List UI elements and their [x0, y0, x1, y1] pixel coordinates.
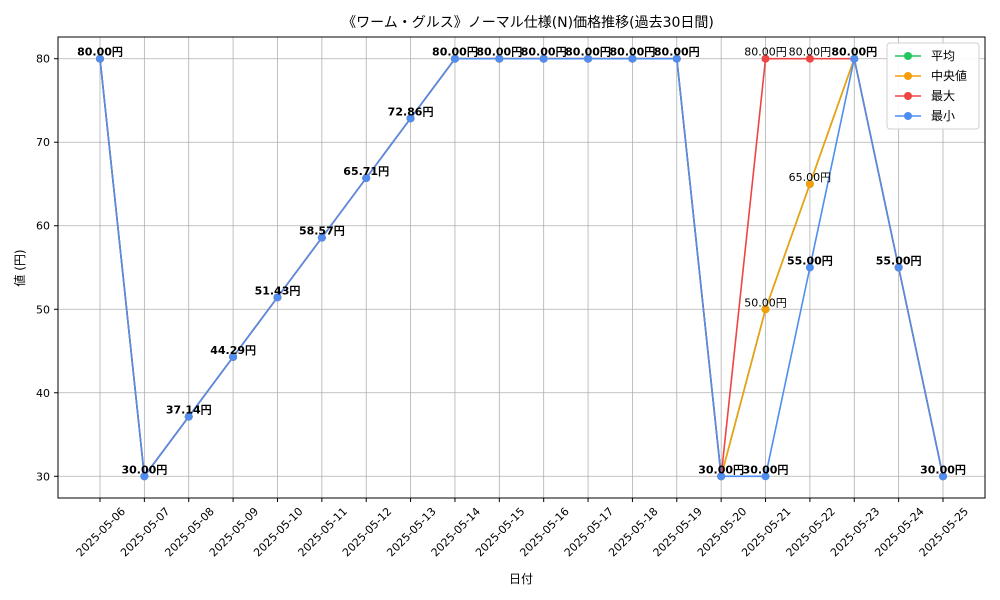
series-0 — [96, 54, 947, 481]
series-line — [99, 57, 944, 478]
data-label: 80.00円 — [432, 46, 478, 59]
data-point — [939, 472, 947, 481]
data-point — [628, 54, 637, 63]
data-label: 58.57円 — [299, 225, 345, 238]
data-label: 80.00円 — [654, 46, 700, 59]
y-tick-label: 30 — [36, 470, 50, 483]
data-point — [761, 305, 770, 314]
data-label: 80.00円 — [789, 46, 832, 59]
series-line — [99, 57, 944, 478]
data-point — [406, 114, 415, 123]
series-2 — [96, 54, 947, 481]
data-label: 72.86円 — [388, 105, 434, 118]
y-tick-label: 80 — [36, 53, 50, 66]
data-point — [96, 54, 104, 63]
y-tick-label: 50 — [36, 303, 50, 316]
data-point — [140, 472, 149, 481]
data-label: 80.00円 — [610, 46, 656, 59]
data-label: 30.00円 — [121, 463, 167, 476]
y-tick-label: 40 — [36, 387, 50, 400]
data-label: 37.14円 — [166, 404, 212, 417]
plot-frame — [57, 36, 986, 499]
y-tick-label: 60 — [36, 220, 50, 233]
grid — [58, 37, 985, 498]
data-point — [273, 293, 282, 302]
data-point — [894, 263, 903, 272]
data-point — [805, 263, 814, 272]
series-3 — [96, 54, 947, 481]
data-label: 80.00円 — [476, 46, 522, 59]
x-axis-label: 日付 — [509, 572, 533, 586]
data-label: 30.00円 — [920, 463, 966, 476]
data-label: 65.71円 — [343, 165, 389, 178]
y-axis-label: 値 (円) — [12, 249, 27, 286]
data-point — [761, 472, 770, 481]
data-label: 50.00円 — [744, 296, 787, 309]
data-labels: 80.00円 30.00円 37.14円 44.29円 51.43円 58.57円 65.7… — [77, 46, 966, 477]
data-label: 51.43円 — [255, 284, 301, 297]
data-point — [717, 472, 726, 481]
data-point — [672, 54, 681, 63]
legend-marker — [904, 72, 912, 80]
y-axis-ticks: 30 40 50 60 70 80 — [36, 53, 58, 483]
x-axis-ticks: 2025-05-062025-05-072025-05-082025-05-09… — [74, 498, 971, 559]
data-label: 30.00円 — [743, 463, 789, 476]
data-point — [761, 54, 770, 63]
data-point — [229, 352, 238, 361]
legend-marker — [904, 112, 912, 120]
data-point — [362, 174, 371, 183]
data-label: 80.00円 — [77, 46, 123, 59]
series-line — [99, 57, 944, 478]
series-line — [99, 57, 944, 478]
legend-marker — [904, 52, 912, 60]
y-tick-label: 70 — [36, 136, 50, 149]
data-point — [317, 233, 326, 242]
data-label: 80.00円 — [744, 46, 787, 59]
legend-label: 中央値 — [931, 68, 967, 83]
data-point — [450, 54, 459, 63]
data-label: 80.00円 — [565, 46, 611, 59]
legend-label: 平均 — [931, 49, 955, 63]
data-label: 80.00円 — [521, 46, 567, 59]
chart-title: 《ワーム・グルス》ノーマル仕様(N)価格推移(過去30日間) — [342, 15, 714, 31]
data-point — [539, 54, 548, 63]
data-point — [805, 179, 814, 188]
data-point — [184, 412, 193, 421]
data-label: 55.00円 — [876, 255, 922, 268]
legend-box — [886, 42, 980, 130]
legend-marker — [904, 92, 912, 100]
data-label: 30.00円 — [698, 463, 744, 476]
data-point — [805, 54, 814, 63]
data-point — [584, 54, 593, 63]
data-label: 65.00円 — [789, 171, 832, 184]
series-1 — [96, 54, 947, 481]
series-layer — [96, 54, 947, 481]
data-label: 55.00円 — [787, 255, 833, 268]
data-label: 44.29円 — [210, 344, 256, 357]
legend-label: 最小 — [931, 109, 955, 123]
data-point — [850, 54, 859, 63]
legend-label: 最大 — [931, 89, 955, 103]
data-point — [495, 54, 504, 63]
data-label: 80.00円 — [831, 46, 877, 59]
